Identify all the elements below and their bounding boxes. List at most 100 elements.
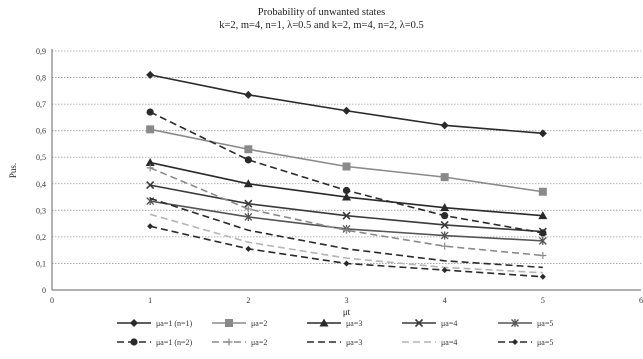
- series-line: [149, 213, 543, 274]
- legend-swatch-marker: [319, 318, 329, 327]
- data-point: [146, 125, 155, 134]
- series-line: [149, 167, 543, 257]
- y-tick-label: 0,6: [36, 127, 46, 136]
- series-10: [147, 223, 546, 280]
- data-point: [244, 145, 253, 154]
- data-point: [342, 211, 351, 220]
- legend-swatch-marker: [414, 318, 424, 328]
- legend-swatch-marker: [511, 319, 519, 327]
- x-tick-label: 0: [50, 296, 54, 305]
- data-point: [244, 205, 252, 213]
- y-tick-label: 0,8: [36, 74, 46, 83]
- data-point: [145, 158, 155, 167]
- series-line: [150, 128, 543, 193]
- x-tick-label: 2: [246, 296, 250, 305]
- series-3: [145, 158, 548, 220]
- y-axis-label: Pus.: [8, 163, 18, 178]
- legend-label: μa=1 (n=2): [156, 338, 193, 347]
- y-tick-label: 0,2: [36, 233, 46, 242]
- series-line: [149, 225, 543, 278]
- series-line: [150, 200, 543, 242]
- legend-label: μa=3: [346, 319, 362, 328]
- series-7: [146, 164, 547, 259]
- y-tick-label: 0,5: [36, 153, 46, 162]
- data-point: [343, 226, 350, 234]
- legend-swatch-marker: [130, 319, 138, 327]
- series-5: [146, 197, 547, 245]
- y-tick-label: 0,7: [36, 100, 46, 109]
- legend-label: μa=1 (n=1): [156, 319, 193, 328]
- series-6: [146, 108, 547, 237]
- x-axis-label: μt: [343, 307, 351, 317]
- data-point: [343, 260, 350, 267]
- data-point: [243, 179, 253, 188]
- legend-swatch-marker: [225, 338, 233, 346]
- data-point: [147, 223, 154, 230]
- data-point: [244, 199, 253, 208]
- data-point: [440, 173, 449, 182]
- legend-swatch-marker: [130, 338, 138, 346]
- data-point: [146, 108, 154, 116]
- legend-item: μa=2: [212, 319, 267, 328]
- x-tick-label: 3: [345, 296, 349, 305]
- data-point: [441, 212, 449, 220]
- legend-label: μa=3: [346, 338, 362, 347]
- legend-item: μa=3: [307, 338, 362, 347]
- legend-item: μa=5: [498, 319, 553, 328]
- legend-item: μa=5: [498, 338, 553, 347]
- chart-title: Probability of unwanted states: [257, 7, 386, 18]
- legend-label: μa=2: [251, 319, 267, 328]
- legend-item: μa=1 (n=2): [117, 338, 193, 347]
- legend-swatch-marker: [225, 319, 233, 327]
- legend-item: μa=2: [212, 338, 267, 347]
- x-tick-label: 6: [639, 296, 643, 305]
- data-point: [146, 70, 155, 79]
- y-tick-label: 0,3: [36, 206, 46, 215]
- data-point: [245, 245, 252, 252]
- legend-swatch-marker: [512, 339, 518, 345]
- data-point: [244, 212, 253, 221]
- data-point: [440, 121, 449, 130]
- legend-item: μa=4: [402, 318, 457, 328]
- series-8: [149, 197, 543, 269]
- legend-item: μa=1 (n=1): [117, 319, 193, 328]
- y-tick-label: 0: [42, 286, 46, 295]
- data-point: [146, 164, 154, 172]
- data-point: [244, 156, 252, 164]
- series-9: [149, 213, 543, 274]
- series-2: [146, 125, 547, 196]
- data-point: [441, 267, 448, 274]
- x-tick-label: 5: [541, 296, 545, 305]
- data-point: [440, 220, 449, 230]
- data-point: [538, 211, 548, 220]
- data-point: [539, 273, 546, 280]
- y-tick-label: 0,1: [36, 259, 46, 268]
- x-tick-label: 4: [443, 296, 447, 305]
- legend-label: μa=2: [251, 338, 267, 347]
- data-point: [538, 236, 547, 245]
- data-point: [146, 181, 155, 190]
- y-tick-label: 0,9: [36, 47, 46, 56]
- legend-label: μa=5: [537, 319, 553, 328]
- data-point: [342, 192, 351, 201]
- data-point: [342, 186, 351, 195]
- data-point: [440, 231, 449, 240]
- series-1: [146, 70, 547, 138]
- y-tick-label: 0,4: [36, 180, 46, 189]
- data-point: [440, 203, 450, 212]
- x-tick-label: 1: [148, 296, 152, 305]
- data-point: [539, 251, 547, 259]
- data-point: [244, 90, 253, 99]
- data-point: [539, 229, 547, 237]
- data-point: [342, 162, 351, 171]
- legend-label: μa=4: [441, 319, 457, 328]
- legend: μa=1 (n=1) μa=2 μa=3 μa=4 μa=5 μa=1 (n=2) μa=2…: [117, 318, 553, 347]
- data-point: [441, 242, 449, 250]
- data-point: [538, 129, 547, 138]
- data-point: [538, 187, 547, 196]
- data-point: [342, 106, 351, 115]
- legend-item: μa=4: [402, 338, 457, 347]
- series-line: [149, 197, 543, 269]
